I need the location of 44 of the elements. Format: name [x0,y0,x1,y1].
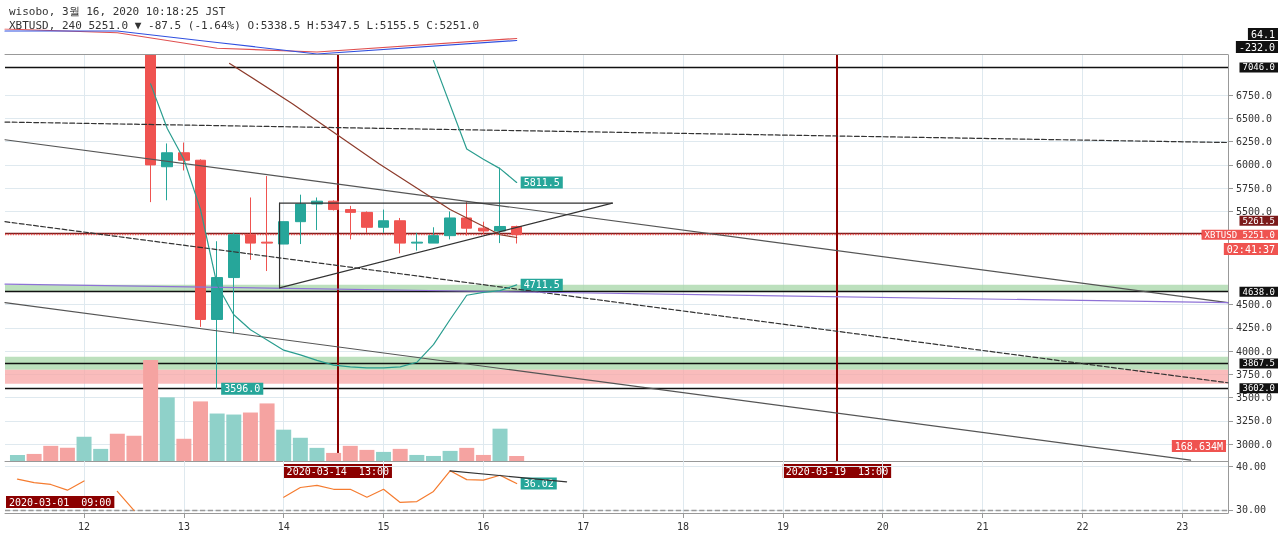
x-tick-label: 12 [78,520,91,532]
x-tick-label: 22 [1076,520,1089,532]
annotation: 4711.5 [523,279,560,291]
y-tick-label: 3500.0 [1236,392,1273,404]
x-tick-label: 16 [477,520,490,532]
y-tick-label: 6500.0 [1236,112,1273,124]
x-tick-label: 19 [776,520,789,532]
text: 64.1 [1250,28,1275,40]
text: -232.0 [1238,41,1275,53]
ref-line-label: 5261.5 [1242,215,1275,226]
y-tick-label: 5750.0 [1236,182,1273,194]
y-tick-label: 3000.0 [1236,438,1273,450]
y-tick-label: 40.00 [1236,460,1267,472]
x-tick-label: 18 [677,520,690,532]
y-tick-label: 6250.0 [1236,136,1273,148]
ref-line-label: 3867.5 [1242,358,1275,369]
y-tick-label: 5500.0 [1236,205,1273,217]
x-tick-label: 13 [177,520,190,532]
x-tick-label: 17 [577,520,590,532]
ref-line-label: XBTUSD 5251.0 [1204,229,1275,240]
x-tick-label: 20 [876,520,889,532]
y-tick-label: 30.00 [1236,504,1267,516]
annotation: 5811.5 [523,176,560,188]
annotation: 2020-03-01 09:00 [9,496,112,508]
ref-line-label: 3602.0 [1242,383,1275,394]
y-tick-label: 4000.0 [1236,345,1273,357]
x-tick-label: 14 [277,520,290,532]
y-tick-label: 4500.0 [1236,299,1273,311]
x-tick-label: 15 [377,520,390,532]
annotation: 02:41:37 [1226,243,1275,255]
y-tick-label: 4250.0 [1236,322,1273,334]
y-tick-label: 6000.0 [1236,159,1273,171]
annotation: 168.634M [1174,440,1223,452]
y-tick-label: 3750.0 [1236,368,1273,380]
x-tick-label: 21 [976,520,989,532]
ref-line-label: 7046.0 [1242,62,1275,73]
annotation: 3596.0 [224,383,261,395]
x-tick-label: 23 [1176,520,1189,532]
chart-subtitle: XBTUSD, 240 5251.0 ▼ -87.5 (-1.64%) O:5338.5 H:5347.5 L:5155.5 C:5251.0 [9,19,480,32]
ref-line-label: 4638.0 [1242,286,1275,297]
y-tick-label: 3250.0 [1236,415,1273,427]
chart-title: wisobo, 3월 16, 2020 10:18:25 JST [9,5,226,18]
annotation: 36.02 [523,478,554,490]
y-tick-label: 6750.0 [1236,89,1273,101]
